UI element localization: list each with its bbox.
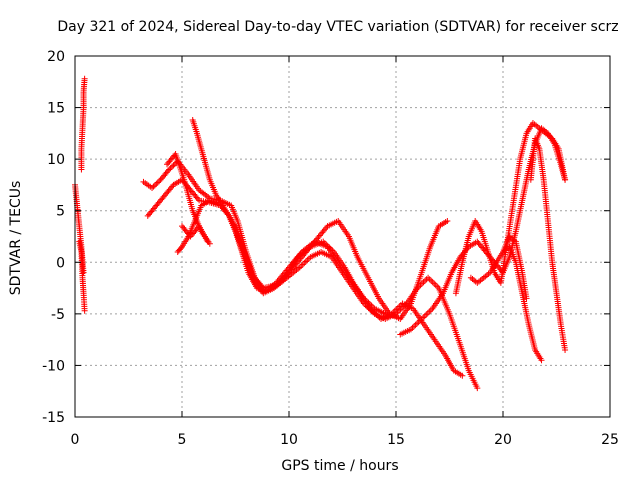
series-arc-1 [72,181,87,276]
data-point [153,180,160,187]
data-point [562,346,569,353]
data-point [164,167,171,174]
series-arc-14 [500,233,530,302]
data-point [298,262,305,269]
x-tick-label: 10 [280,432,298,448]
data-point [426,276,433,283]
y-axis-label: SDTVAR / TECUs [8,181,24,296]
data-point [154,179,161,186]
data-point [423,311,430,318]
data-point [424,310,431,317]
data-point [150,183,157,190]
series-arc-2 [78,75,88,173]
series-arc-12 [467,243,545,364]
data-point [301,260,308,267]
data-point [427,307,434,314]
series-arc-13 [527,135,569,353]
y-tick-label: -10 [42,358,65,374]
data-point [414,320,421,327]
data-point [411,323,418,330]
y-tick-label: 15 [47,101,65,117]
data-point [523,295,530,302]
x-axis-label: GPS time / hours [281,458,398,474]
data-point [149,185,156,192]
data-point [151,182,158,189]
data-point [194,195,201,202]
x-tick-label: 20 [494,432,512,448]
data-point [81,75,88,82]
data-point [81,307,88,314]
data-point [562,176,569,183]
data-point [156,178,163,185]
data-point [393,306,400,313]
data-point [412,321,419,328]
data-point [166,166,173,173]
ticks: 0 5 10 15 20 25 -15 -10 -5 0 5 10 15 20 [42,49,619,448]
plot-frame [74,55,611,418]
data-point [170,162,177,169]
data-point [394,304,401,311]
y-tick-label: 10 [47,152,65,168]
data-point [432,282,439,289]
data-point [444,218,451,225]
grid [75,56,610,417]
data-point [302,258,309,265]
data-point [428,277,435,284]
y-tick-label: -15 [42,410,65,426]
data-point [204,238,211,245]
y-tick-label: 20 [47,49,65,65]
data-point [169,163,176,170]
x-tick-label: 15 [387,432,405,448]
data-point [80,269,87,276]
data-point [177,245,184,252]
data-point [474,385,481,392]
series-arc-11 [452,120,569,297]
y-tick-label: 5 [56,204,65,220]
x-tick-label: 25 [601,432,619,448]
y-tick-label: -5 [51,307,65,323]
x-tick-label: 0 [71,432,80,448]
x-tick-label: 5 [178,432,187,448]
series-arc-7 [189,116,466,379]
data-point [459,372,466,379]
data-point [425,274,432,281]
series-layer [72,75,569,392]
data-point [538,357,545,364]
data-point [169,183,176,190]
y-tick-label: 0 [56,255,65,271]
data-point [422,277,429,284]
data-point [431,280,438,287]
series-arc-3 [76,238,88,314]
chart-title: Day 321 of 2024, Sidereal Day-to-day VTE… [57,19,618,35]
data-point [420,279,427,286]
data-point [167,165,174,172]
series-arc-9 [179,223,211,245]
data-point [429,279,436,286]
